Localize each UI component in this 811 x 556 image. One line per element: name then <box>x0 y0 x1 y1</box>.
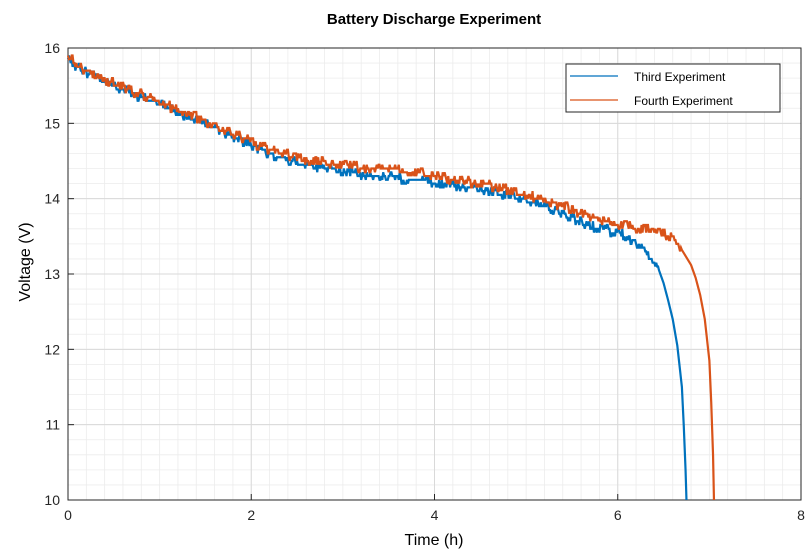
tick-marks <box>67 47 802 501</box>
chart-title: Battery Discharge Experiment <box>327 11 541 28</box>
y-tick-label: 10 <box>44 492 60 508</box>
x-tick-label: 2 <box>247 507 255 523</box>
y-tick-label: 16 <box>44 40 60 56</box>
x-axis-label: Time (h) <box>405 532 464 549</box>
legend-box <box>565 63 781 113</box>
x-tick-label: 4 <box>431 507 439 523</box>
x-tick-labels: 0 2 4 6 8 <box>64 507 805 523</box>
y-axis-label: Voltage (V) <box>17 222 34 301</box>
x-tick-label: 0 <box>64 507 72 523</box>
legend: Third Experiment Fourth Experiment <box>565 63 781 113</box>
y-tick-label: 15 <box>44 115 60 131</box>
y-tick-label: 12 <box>44 341 60 357</box>
legend-label-third-experiment: Third Experiment <box>634 70 726 84</box>
x-tick-label: 6 <box>614 507 622 523</box>
x-tick-label: 8 <box>797 507 805 523</box>
y-tick-label: 11 <box>45 417 60 433</box>
series-layer <box>66 54 716 501</box>
y-tick-label: 13 <box>44 266 60 282</box>
y-tick-label: 14 <box>44 191 60 207</box>
y-tick-labels: 10 11 12 13 14 15 16 <box>44 40 60 508</box>
series-line-fourth-experiment <box>66 54 716 501</box>
legend-label-fourth-experiment: Fourth Experiment <box>634 94 733 108</box>
